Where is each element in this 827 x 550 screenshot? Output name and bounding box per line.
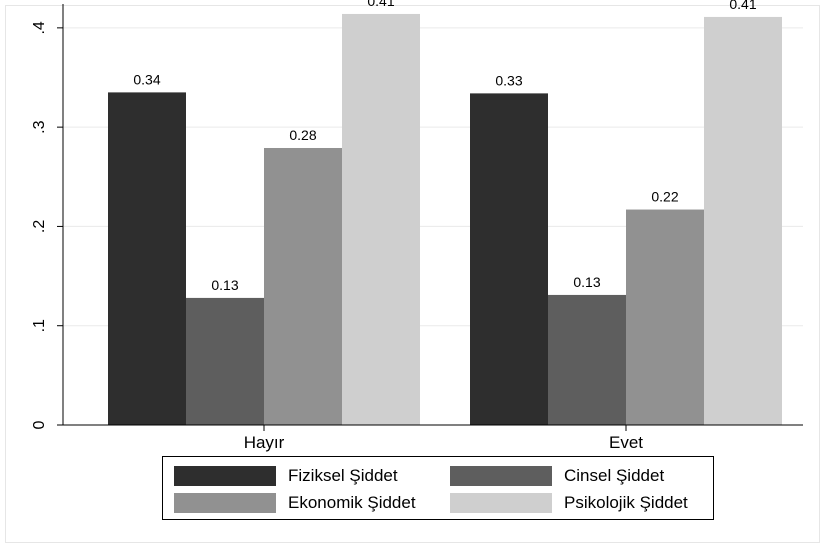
y-tick-label: .4 (31, 21, 48, 34)
bar (704, 16, 782, 425)
bar (186, 297, 264, 425)
bar (470, 93, 548, 425)
y-tick-label: .2 (31, 220, 48, 233)
legend-swatch-ekonomik (174, 493, 276, 513)
legend-item-psikolojik: Psikolojik Şiddet (450, 492, 688, 514)
axes (62, 4, 803, 426)
bars (108, 13, 782, 426)
bar (548, 294, 626, 425)
bar-value-label: 0.33 (495, 72, 522, 88)
legend-label-cinsel: Cinsel Şiddet (564, 466, 665, 485)
bar (264, 147, 342, 425)
bar-value-label: 0.34 (133, 71, 160, 87)
bar (342, 13, 420, 425)
y-tick-label: .1 (31, 319, 48, 332)
bar-value-label: 0.41 (729, 0, 756, 12)
legend: Fiziksel Şiddet Cinsel Şiddet Ekonomik Ş… (162, 456, 714, 520)
legend-swatch-psikolojik (450, 493, 552, 513)
bar-value-label: 0.13 (211, 277, 238, 293)
bar-value-label: 0.41 (367, 0, 394, 9)
y-tick-label: .3 (31, 120, 48, 133)
x-tick-label: Hayır (244, 433, 285, 452)
bar-value-labels: 0.34 0.13 0.28 0.41 0.33 0.13 0.22 0.41 (133, 0, 756, 293)
y-axis-ticks: 0 .1 .2 .3 .4 (31, 21, 63, 429)
legend-swatch-cinsel (450, 466, 552, 486)
bar-value-label: 0.22 (651, 189, 678, 205)
bar (626, 209, 704, 425)
x-tick-label: Evet (609, 433, 643, 452)
bar-value-label: 0.13 (573, 274, 600, 290)
legend-label-fiziksel: Fiziksel Şiddet (288, 466, 398, 485)
bar (108, 92, 186, 426)
legend-label-ekonomik: Ekonomik Şiddet (288, 493, 416, 512)
bar-value-label: 0.28 (289, 127, 316, 143)
y-tick-label: 0 (31, 420, 48, 429)
legend-swatch-fiziksel (174, 466, 276, 486)
x-axis-ticks: Hayır Evet (244, 425, 643, 452)
legend-item-cinsel: Cinsel Şiddet (450, 465, 664, 487)
legend-item-ekonomik: Ekonomik Şiddet (174, 492, 416, 514)
legend-item-fiziksel: Fiziksel Şiddet (174, 465, 398, 487)
legend-label-psikolojik: Psikolojik Şiddet (564, 493, 688, 512)
